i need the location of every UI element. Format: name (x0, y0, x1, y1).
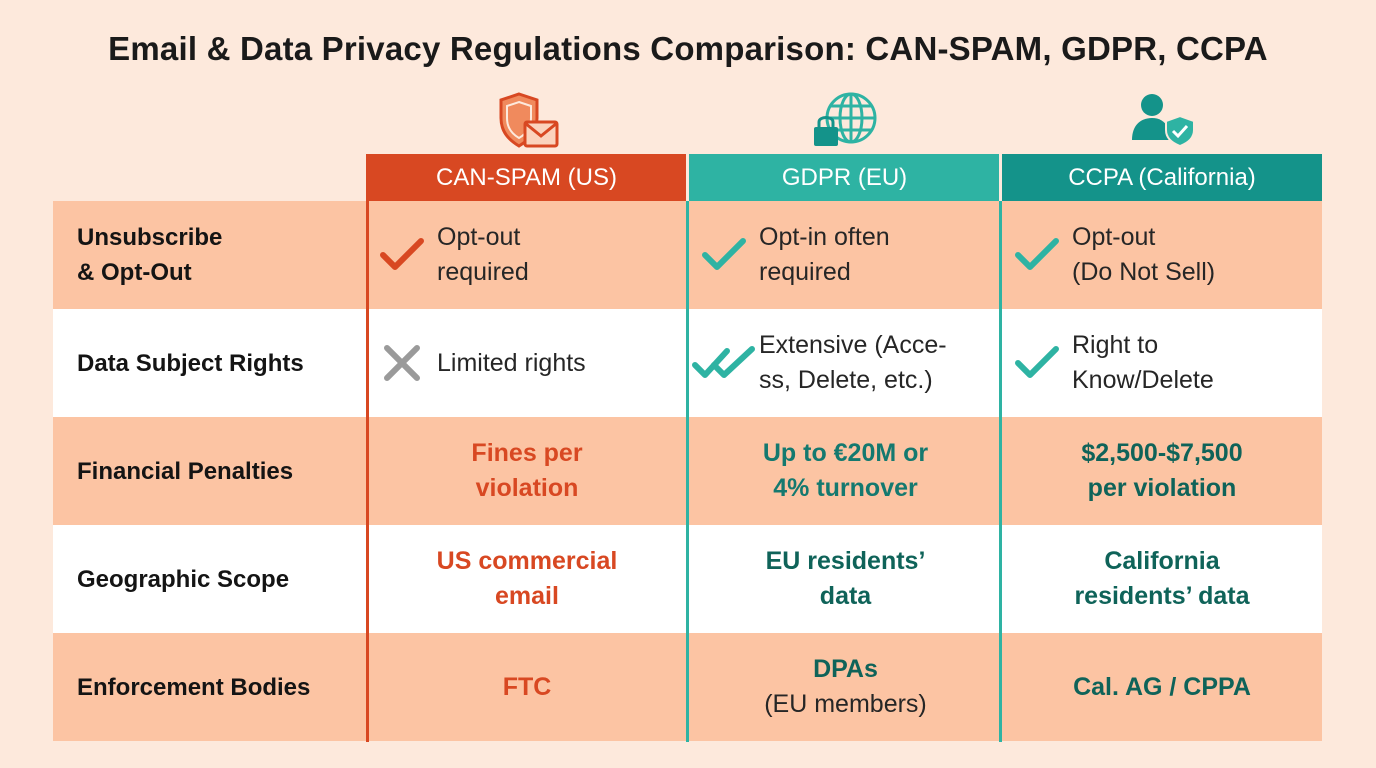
check-icon (689, 237, 759, 273)
row-label: Geographic Scope (77, 565, 290, 593)
table-cell: Fines per violation (471, 439, 583, 502)
table-cell: Opt-in often required (689, 201, 1002, 309)
row-label: Data Subject Rights (77, 349, 304, 377)
check-icon (1002, 345, 1072, 381)
cross-icon (367, 343, 437, 383)
table-cell: Right to Know/Delete (1002, 309, 1322, 417)
column-divider (686, 154, 689, 742)
header-gap (999, 154, 1002, 201)
page-title: Email & Data Privacy Regulations Compari… (108, 30, 1268, 67)
double-check-icon (689, 345, 759, 381)
table-cell: Extensive (Acce-ss, Delete, etc.) (689, 309, 1002, 417)
column-divider (999, 154, 1002, 742)
check-icon (367, 237, 437, 273)
table-cell: DPAs (EU members) (764, 655, 927, 718)
row-label: Unsubscribe & Opt-Out (77, 224, 223, 286)
column-header-gdpr: GDPR (EU) (689, 154, 1000, 201)
row-label: Financial Penalties (77, 457, 294, 485)
table-cell: EU residents’ data (765, 547, 926, 610)
table-cell: Up to €20M or 4% turnover (762, 439, 929, 502)
column-divider (366, 154, 369, 742)
globe-lock-icon (805, 88, 885, 154)
table-cell: FTC (502, 672, 552, 701)
table-cell: Cal. AG / CPPA (1073, 672, 1251, 701)
table-cell: $2,500-$7,500 per violation (1081, 439, 1243, 502)
table-cell: California residents’ data (1074, 547, 1250, 610)
check-icon (1002, 237, 1072, 273)
row-label: Enforcement Bodies (77, 673, 311, 701)
shield-envelope-icon (487, 88, 567, 154)
user-shield-icon (1124, 88, 1204, 154)
column-header-ccpa: CCPA (California) (1002, 154, 1322, 201)
header-gap (686, 154, 689, 201)
table-cell: Limited rights (367, 309, 687, 417)
column-header-can-spam: CAN-SPAM (US) (367, 154, 686, 201)
table-cell: US commercial email (436, 547, 618, 610)
table-cell: Opt-out (Do Not Sell) (1002, 201, 1322, 309)
table-cell: Opt-out required (367, 201, 687, 309)
